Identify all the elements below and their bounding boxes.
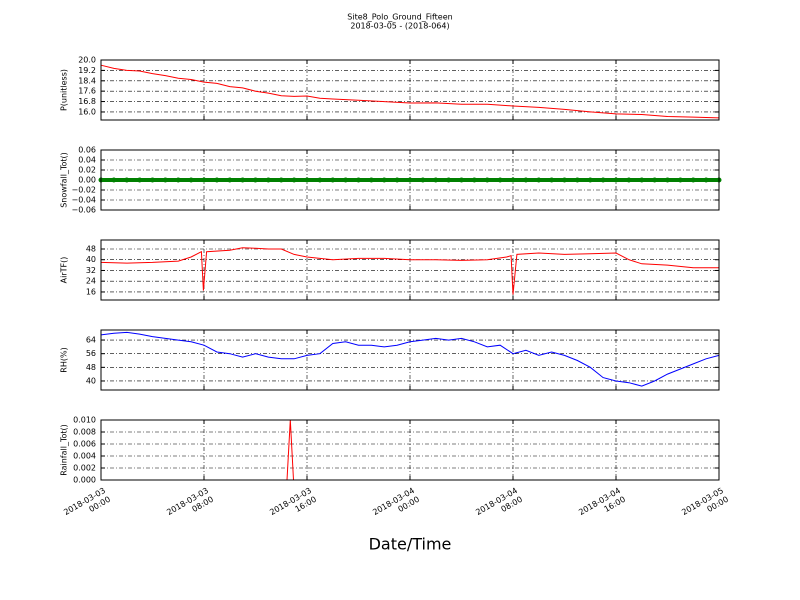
data-point — [677, 177, 683, 183]
y-axis-label: P(unitless) — [60, 69, 69, 111]
y-tick-label: 40 — [86, 376, 96, 385]
y-tick-label: 19.2 — [78, 66, 96, 75]
data-point — [523, 177, 529, 183]
y-tick-label: 40 — [86, 255, 96, 264]
data-point — [574, 177, 580, 183]
data-point — [150, 177, 155, 183]
data-point — [407, 177, 413, 183]
data-point — [162, 177, 168, 183]
data-point — [626, 177, 632, 183]
data-point — [484, 177, 490, 183]
data-point — [613, 177, 619, 183]
y-tick-label: −0.02 — [71, 186, 96, 195]
y-tick-label: 16 — [86, 287, 96, 296]
y-axis-label: RH(%) — [60, 347, 69, 372]
data-point — [665, 177, 670, 183]
data-point — [137, 177, 143, 183]
y-tick-label: 0.00 — [78, 176, 96, 185]
y-tick-label: 0.06 — [78, 146, 96, 155]
data-point — [240, 177, 246, 183]
data-point — [562, 177, 567, 183]
data-point — [253, 177, 258, 183]
plot-frame — [100, 239, 720, 301]
data-point — [265, 177, 271, 183]
data-point — [124, 177, 130, 183]
data-point — [652, 177, 658, 183]
data-point — [587, 177, 593, 183]
plot-frame — [100, 419, 720, 481]
data-point — [471, 177, 477, 183]
plot-frame — [100, 149, 720, 211]
y-axis-label: AirTF() — [60, 257, 69, 284]
data-point — [510, 177, 516, 183]
y-tick-label: 16.0 — [78, 107, 96, 116]
data-point — [188, 177, 194, 183]
y-tick-label: 32 — [86, 266, 96, 275]
data-point — [368, 177, 374, 183]
y-tick-label: 18.4 — [78, 76, 96, 85]
y-tick-label: −0.04 — [71, 196, 96, 205]
data-point — [201, 177, 207, 183]
data-point — [600, 177, 606, 183]
y-tick-label: 24 — [86, 277, 96, 286]
data-point — [356, 177, 361, 183]
y-axis-label: Rainfall_Tot() — [60, 424, 69, 476]
data-line — [100, 64, 720, 119]
y-tick-label: 20.0 — [78, 56, 96, 65]
y-tick-label: 0.010 — [73, 416, 96, 425]
data-point — [394, 177, 400, 183]
data-point — [381, 177, 387, 183]
chart-title: Site8_Polo_Ground_Fifteen — [347, 13, 452, 22]
data-point — [343, 177, 349, 183]
y-tick-label: 0.02 — [78, 166, 96, 175]
plot-frame — [100, 329, 720, 391]
data-point — [536, 177, 542, 183]
data-point — [446, 177, 452, 183]
chart-subtitle: 2018-03-05 - (2018-064) — [350, 22, 449, 31]
data-point — [278, 177, 284, 183]
data-line — [100, 247, 719, 295]
data-point — [291, 177, 297, 183]
data-point — [214, 177, 220, 183]
y-tick-label: 17.6 — [78, 87, 96, 96]
data-line — [100, 331, 720, 387]
y-axis-label: Snowfall_Tot() — [60, 152, 69, 208]
y-tick-label: 0.000 — [73, 476, 96, 485]
x-axis-label: Date/Time — [369, 535, 452, 554]
data-point — [459, 177, 464, 183]
data-point — [690, 177, 696, 183]
data-point — [175, 177, 181, 183]
y-tick-label: 0.04 — [78, 156, 96, 165]
plot-frame — [100, 59, 720, 121]
y-tick-label: 0.004 — [73, 452, 96, 461]
y-tick-label: 56 — [86, 349, 96, 358]
data-point — [111, 177, 117, 183]
y-tick-label: 0.006 — [73, 440, 96, 449]
data-point — [549, 177, 555, 183]
y-tick-label: 0.008 — [73, 428, 96, 437]
data-point — [497, 177, 503, 183]
data-point — [317, 177, 323, 183]
y-tick-label: 64 — [86, 336, 96, 345]
data-point — [703, 177, 709, 183]
data-point — [639, 177, 645, 183]
y-tick-label: 16.8 — [78, 97, 96, 106]
data-point — [330, 177, 336, 183]
data-point — [227, 177, 233, 183]
y-tick-label: −0.06 — [71, 206, 96, 215]
data-point — [304, 177, 310, 183]
data-point — [420, 177, 426, 183]
data-point — [433, 177, 439, 183]
y-tick-label: 0.002 — [73, 464, 96, 473]
y-tick-label: 48 — [86, 363, 96, 372]
y-tick-label: 48 — [86, 244, 96, 253]
